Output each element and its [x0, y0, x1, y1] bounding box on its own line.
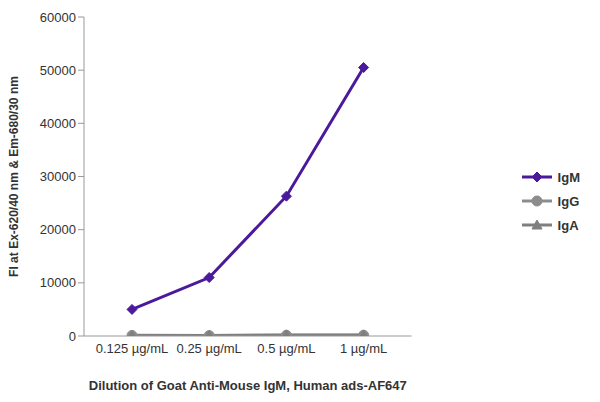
svg-text:60000: 60000 — [40, 10, 76, 25]
svg-text:30000: 30000 — [40, 169, 76, 184]
svg-text:1 µg/mL: 1 µg/mL — [340, 341, 387, 356]
svg-text:40000: 40000 — [40, 116, 76, 131]
svg-text:0.5 µg/mL: 0.5 µg/mL — [257, 341, 315, 356]
html-text:IgM: IgM — [557, 169, 580, 185]
svg-text:Dilution of Goat Anti-Mouse Ig: Dilution of Goat Anti-Mouse IgM, Human a… — [89, 378, 407, 393]
svg-text:0: 0 — [69, 329, 76, 344]
svg-text:20000: 20000 — [40, 222, 76, 237]
svg-text:10000: 10000 — [40, 275, 76, 290]
html-text:IgG: IgG — [557, 193, 580, 209]
svg-text:0.125 µg/mL: 0.125 µg/mL — [96, 341, 169, 356]
svg-text:50000: 50000 — [40, 63, 76, 78]
svg-text:FI at Ex-620/40 nm & Em-680/30: FI at Ex-620/40 nm & Em-680/30 nm — [8, 76, 21, 277]
html-text:IgA: IgA — [557, 217, 579, 233]
svg-text:0.25 µg/mL: 0.25 µg/mL — [177, 341, 242, 356]
